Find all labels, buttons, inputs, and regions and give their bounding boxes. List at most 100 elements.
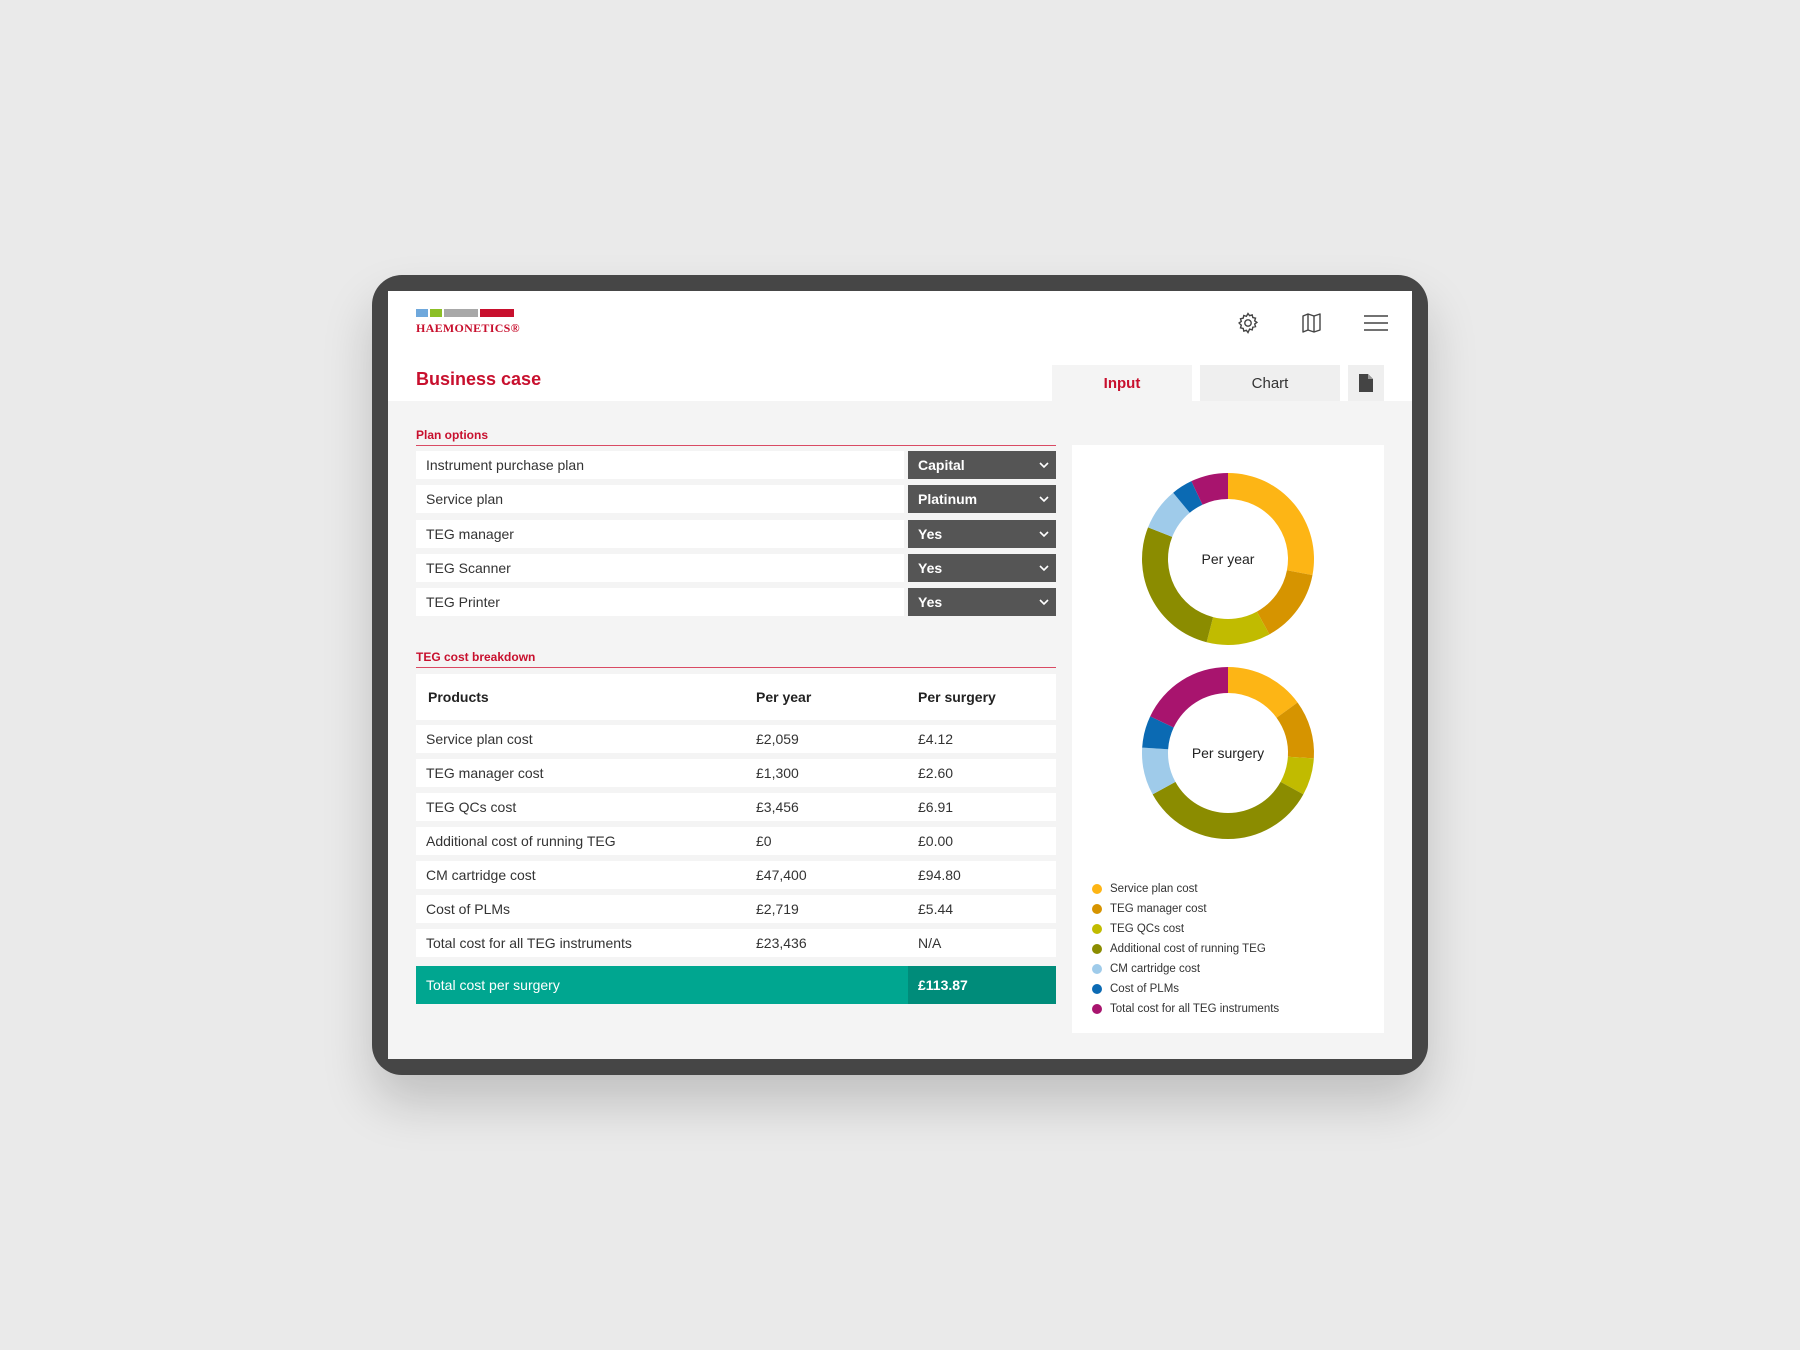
page-title: Business case (416, 369, 542, 389)
select-value: Capital (918, 457, 965, 473)
per-surgery-cell: £0.00 (918, 833, 954, 849)
legend-dot (1092, 904, 1102, 914)
donut-slice (1191, 473, 1228, 505)
option-label: TEG Printer (416, 588, 904, 616)
settings-button[interactable] (1228, 305, 1268, 341)
per-surgery-cell: £4.12 (918, 731, 954, 747)
option-row-teg-manager: TEG manager Yes (416, 520, 1056, 548)
legend-label: Cost of PLMs (1110, 983, 1180, 995)
legend-label: Additional cost of running TEG (1110, 943, 1266, 955)
legend-item: Total cost for all TEG instruments (1092, 999, 1279, 1019)
legend-dot (1092, 1004, 1102, 1014)
table-row: CM cartridge cost £47,400 £94.80 (416, 861, 1056, 889)
logo-bar (430, 309, 442, 317)
top-bar: HAEMONETICS® Business case (388, 291, 1412, 401)
donut-slice (1152, 781, 1304, 839)
chart-panel: Per year Per surgery Service plan cost T… (1072, 445, 1384, 1033)
per-surgery-cell: £5.44 (918, 901, 954, 917)
product-cell: Service plan cost (426, 731, 533, 747)
per-surgery-cell: £6.91 (918, 799, 954, 815)
donut-slice (1142, 716, 1174, 750)
plan-options-divider (416, 445, 1056, 446)
product-cell: TEG manager cost (426, 765, 544, 781)
table-header: Products Per year Per surgery (416, 674, 1056, 720)
donut-slice (1173, 481, 1203, 513)
donut-slice (1276, 702, 1314, 759)
logo-color-bars (416, 309, 526, 317)
donut-slice (1150, 667, 1228, 728)
teg-scanner-select[interactable]: Yes (908, 554, 1056, 582)
column-header-products: Products (428, 689, 489, 705)
table-row: TEG manager cost £1,300 £2.60 (416, 759, 1056, 787)
tab-input-label: Input (1103, 374, 1141, 392)
per-year-cell: £2,719 (756, 901, 799, 917)
chevron-down-icon (1039, 496, 1049, 503)
table-row: Additional cost of running TEG £0 £0.00 (416, 827, 1056, 855)
teg-manager-select[interactable]: Yes (908, 520, 1056, 548)
service-plan-select[interactable]: Platinum (908, 485, 1056, 513)
per-year-cell: £23,436 (756, 935, 807, 951)
legend-label: CM cartridge cost (1110, 963, 1201, 975)
donut-chart-per-surgery (1142, 667, 1314, 839)
cost-breakdown-title: TEG cost breakdown (416, 650, 536, 664)
menu-button[interactable] (1356, 305, 1396, 341)
donut-slice (1280, 756, 1314, 795)
donut-slice (1228, 667, 1298, 718)
legend-label: Service plan cost (1110, 883, 1198, 895)
table-row: TEG QCs cost £3,456 £6.91 (416, 793, 1056, 821)
option-row-teg-printer: TEG Printer Yes (416, 588, 1056, 616)
select-value: Yes (918, 594, 943, 610)
tab-chart-label: Chart (1251, 374, 1289, 392)
map-button[interactable] (1292, 305, 1332, 341)
per-year-cell: £1,300 (756, 765, 799, 781)
tab-input[interactable]: Input (1052, 365, 1192, 401)
app-screen: HAEMONETICS® Business case (388, 291, 1412, 1059)
per-surgery-cell: £94.80 (918, 867, 961, 883)
table-row: Cost of PLMs £2,719 £5.44 (416, 895, 1056, 923)
donut-chart-per-year (1142, 473, 1314, 645)
column-header-per-surgery: Per surgery (918, 689, 996, 705)
logo-bar (444, 309, 478, 317)
option-label: TEG Scanner (416, 554, 904, 582)
option-label: Instrument purchase plan (416, 451, 904, 479)
menu-icon (1364, 315, 1388, 331)
tab-document[interactable] (1348, 365, 1384, 401)
total-cost-row: Total cost per surgery £113.87 (416, 966, 1056, 1004)
logo-bar (480, 309, 514, 317)
legend-item: Additional cost of running TEG (1092, 939, 1279, 959)
donut-slice (1142, 747, 1176, 795)
instrument-purchase-plan-select[interactable]: Capital (908, 451, 1056, 479)
option-label: TEG manager (416, 520, 904, 548)
legend-item: Cost of PLMs (1092, 979, 1279, 999)
legend-dot (1092, 964, 1102, 974)
donut-slice (1148, 492, 1190, 537)
plan-options-title: Plan options (416, 428, 488, 442)
chevron-down-icon (1039, 599, 1049, 606)
donut-slice (1256, 570, 1313, 635)
logo-bar (416, 309, 428, 317)
legend-dot (1092, 944, 1102, 954)
column-header-per-year: Per year (756, 689, 812, 705)
tablet-frame: HAEMONETICS® Business case (372, 275, 1428, 1075)
option-row-service-plan: Service plan Platinum (416, 485, 1056, 513)
legend-dot (1092, 924, 1102, 934)
legend-item: CM cartridge cost (1092, 959, 1279, 979)
donut-slice (1142, 527, 1214, 643)
document-icon (1359, 374, 1373, 392)
haemonetics-logo: HAEMONETICS® (416, 309, 526, 339)
legend-item: TEG QCs cost (1092, 919, 1279, 939)
per-surgery-cell: £2.60 (918, 765, 954, 781)
tab-chart[interactable]: Chart (1200, 365, 1340, 401)
teg-printer-select[interactable]: Yes (908, 588, 1056, 616)
logo-wordmark: HAEMONETICS® (416, 321, 520, 335)
table-row: Service plan cost £2,059 £4.12 (416, 725, 1056, 753)
per-year-cell: £47,400 (756, 867, 807, 883)
donut-slice (1228, 473, 1314, 576)
legend-label: Total cost for all TEG instruments (1110, 1003, 1280, 1015)
legend-dot (1092, 984, 1102, 994)
total-cost-label: Total cost per surgery (426, 977, 560, 993)
select-value: Yes (918, 560, 943, 576)
chevron-down-icon (1039, 462, 1049, 469)
gear-icon (1238, 312, 1259, 334)
product-cell: Total cost for all TEG instruments (426, 935, 632, 951)
